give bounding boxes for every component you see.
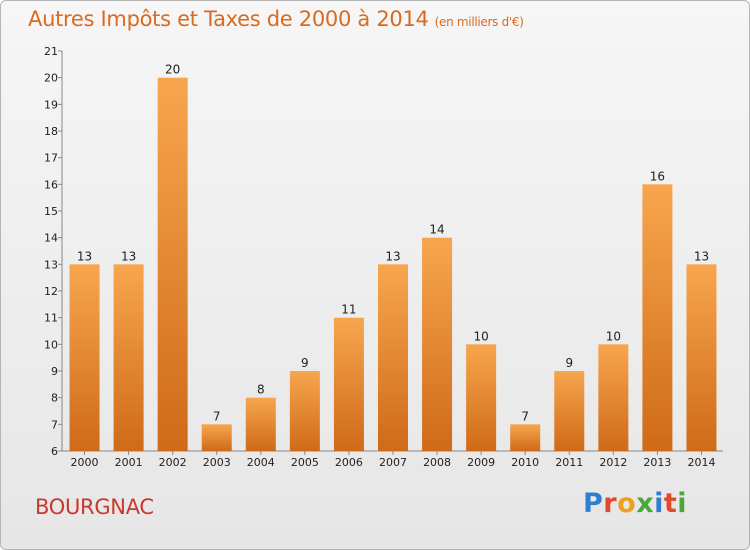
- chart-axes: 6 7 8 9 10 11 12 13 14 15 16 17 18 19 20 21 2000 2001 2002…: [44, 45, 723, 469]
- x-tick-label: 2004: [247, 456, 275, 469]
- x-tick-label: 2006: [335, 456, 363, 469]
- y-tick-label: 14: [44, 232, 58, 245]
- x-tick-label: 2014: [687, 456, 715, 469]
- bar: [289, 371, 320, 451]
- bar: [201, 424, 232, 451]
- y-tick-label: 12: [44, 285, 58, 298]
- bar: [598, 344, 629, 451]
- bar: [422, 237, 453, 451]
- bar: [686, 264, 717, 451]
- logo-letter: r: [603, 488, 618, 519]
- y-tick-label: 9: [51, 365, 58, 378]
- y-tick-label: 21: [44, 45, 58, 58]
- bar: [466, 344, 497, 451]
- x-tick-label: 2009: [467, 456, 495, 469]
- y-tick-label: 15: [44, 205, 58, 218]
- y-tick-label: 6: [51, 445, 58, 458]
- proxiti-logo: Proxiti: [583, 488, 687, 519]
- x-tick-label: 2008: [423, 456, 451, 469]
- x-tick-label: 2002: [159, 456, 187, 469]
- data-label: 13: [121, 249, 136, 263]
- y-tick-label: 20: [44, 72, 58, 85]
- x-tick-label: 2000: [71, 456, 99, 469]
- data-label: 14: [429, 223, 444, 237]
- chart-data-labels: 13 13 20 7 8 9 11 13 14 10 7 9 10 16 13: [77, 63, 709, 424]
- y-tick-label: 11: [44, 312, 58, 325]
- bar: [333, 317, 364, 451]
- logo-letter: o: [617, 488, 637, 519]
- bar: [510, 424, 541, 451]
- x-tick-label: 2003: [203, 456, 231, 469]
- data-label: 11: [341, 303, 356, 317]
- x-tick-label: 2005: [291, 456, 319, 469]
- y-tick-label: 8: [51, 392, 58, 405]
- data-label: 9: [565, 356, 573, 370]
- logo-letter: t: [663, 488, 678, 519]
- data-label: 10: [473, 329, 488, 343]
- x-tick-label: 2007: [379, 456, 407, 469]
- y-tick-label: 13: [44, 258, 58, 271]
- logo-letter: i: [654, 488, 664, 519]
- x-tick-label: 2013: [643, 456, 671, 469]
- town-name: BOURGNAC: [35, 495, 154, 519]
- bar: [245, 397, 276, 451]
- data-label: 13: [694, 249, 709, 263]
- data-label: 9: [301, 356, 309, 370]
- logo-letter: x: [636, 488, 655, 519]
- data-label: 7: [521, 409, 529, 423]
- chart-unit: (en milliers d'€): [434, 15, 524, 29]
- logo-letter: P: [583, 488, 604, 519]
- y-tick-label: 16: [44, 178, 58, 191]
- y-tick-label: 17: [44, 152, 58, 165]
- bar: [554, 371, 585, 451]
- bar: [642, 184, 673, 452]
- data-label: 13: [385, 249, 400, 263]
- bar: [113, 264, 144, 451]
- y-tick-label: 18: [44, 125, 58, 138]
- bar: [69, 264, 100, 451]
- x-tick-label: 2010: [511, 456, 539, 469]
- logo-letter: i: [677, 488, 688, 519]
- x-tick-label: 2012: [599, 456, 627, 469]
- chart-title-text: Autres Impôts et Taxes de 2000 à 2014: [28, 7, 429, 31]
- x-tick-label: 2011: [555, 456, 583, 469]
- data-label: 20: [165, 63, 180, 77]
- data-label: 8: [257, 383, 265, 397]
- chart-bars: [69, 77, 717, 452]
- data-label: 10: [606, 329, 621, 343]
- data-label: 16: [650, 169, 665, 183]
- x-tick-label: 2001: [115, 456, 143, 469]
- y-tick-label: 19: [44, 98, 58, 111]
- bar: [378, 264, 408, 451]
- chart-title: Autres Impôts et Taxes de 2000 à 2014 (en…: [28, 7, 524, 31]
- y-tick-label: 10: [44, 338, 58, 351]
- data-label: 7: [213, 409, 221, 423]
- data-label: 13: [77, 249, 92, 263]
- bar: [157, 77, 188, 452]
- y-tick-label: 7: [51, 418, 58, 431]
